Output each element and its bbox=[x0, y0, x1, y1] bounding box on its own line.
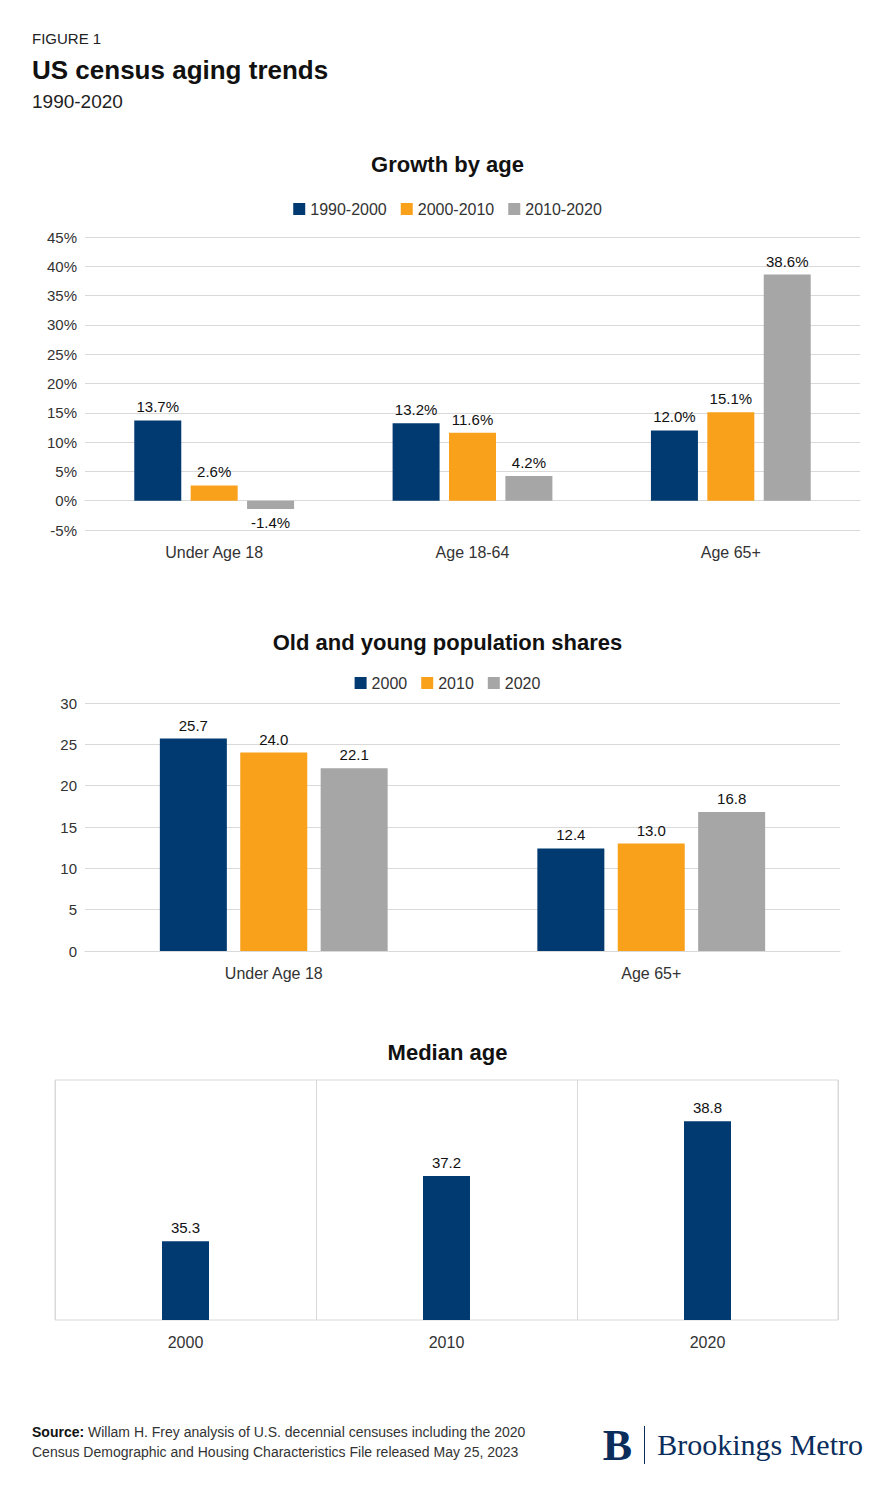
svg-text:38.8: 38.8 bbox=[693, 1099, 722, 1116]
svg-text:22.1: 22.1 bbox=[340, 746, 369, 763]
svg-text:Under Age 18: Under Age 18 bbox=[225, 965, 323, 982]
svg-text:Age 65+: Age 65+ bbox=[701, 544, 761, 561]
svg-text:30%: 30% bbox=[47, 316, 77, 333]
svg-text:2000: 2000 bbox=[372, 675, 408, 692]
svg-text:10%: 10% bbox=[47, 434, 77, 451]
svg-text:25: 25 bbox=[60, 736, 77, 753]
svg-text:13.0: 13.0 bbox=[637, 822, 666, 839]
svg-text:15.1%: 15.1% bbox=[710, 390, 753, 407]
svg-text:2010: 2010 bbox=[438, 675, 474, 692]
svg-text:2010: 2010 bbox=[429, 1334, 465, 1351]
svg-text:2000-2010: 2000-2010 bbox=[418, 201, 495, 218]
svg-text:0: 0 bbox=[69, 943, 77, 960]
svg-text:5%: 5% bbox=[55, 463, 77, 480]
html-text:Brookings Metro: Brookings Metro bbox=[657, 1428, 863, 1461]
svg-text:12.0%: 12.0% bbox=[653, 408, 696, 425]
svg-text:37.2: 37.2 bbox=[432, 1154, 461, 1171]
svg-text:20: 20 bbox=[60, 777, 77, 794]
svg-text:24.0: 24.0 bbox=[259, 731, 288, 748]
svg-text:13.2%: 13.2% bbox=[395, 401, 438, 418]
svg-text:0%: 0% bbox=[55, 492, 77, 509]
html-text:B: B bbox=[602, 1420, 633, 1470]
svg-text:Median age: Median age bbox=[388, 1040, 508, 1065]
svg-text:13.7%: 13.7% bbox=[136, 398, 179, 415]
svg-text:30: 30 bbox=[60, 695, 77, 712]
svg-text:35.3: 35.3 bbox=[171, 1219, 200, 1236]
svg-text:15%: 15% bbox=[47, 404, 77, 421]
html-text:Source: Willam H. Frey analysi: Source: Willam H. Frey analysis of U.S. … bbox=[32, 1424, 526, 1460]
svg-text:38.6%: 38.6% bbox=[766, 253, 809, 270]
svg-text:25%: 25% bbox=[47, 346, 77, 363]
svg-text:2.6%: 2.6% bbox=[197, 463, 231, 480]
svg-text:15: 15 bbox=[60, 819, 77, 836]
svg-text:Age 65+: Age 65+ bbox=[621, 965, 681, 982]
html-text:US census aging trends: US census aging trends bbox=[32, 55, 329, 85]
svg-text:16.8: 16.8 bbox=[717, 790, 746, 807]
svg-text:11.6%: 11.6% bbox=[452, 411, 493, 428]
svg-text:Growth by age: Growth by age bbox=[371, 152, 524, 177]
svg-text:-1.4%: -1.4% bbox=[251, 514, 290, 531]
svg-text:2010-2020: 2010-2020 bbox=[525, 201, 602, 218]
svg-text:10: 10 bbox=[60, 860, 77, 877]
svg-text:Age 18-64: Age 18-64 bbox=[436, 544, 510, 561]
svg-text:1990-2000: 1990-2000 bbox=[310, 201, 387, 218]
svg-text:20%: 20% bbox=[47, 375, 77, 392]
html-text:FIGURE 1: FIGURE 1 bbox=[32, 30, 102, 47]
svg-text:4.2%: 4.2% bbox=[512, 454, 546, 471]
html-text:1990-2020: 1990-2020 bbox=[32, 91, 123, 112]
svg-text:12.4: 12.4 bbox=[556, 826, 585, 843]
svg-text:2020: 2020 bbox=[505, 675, 541, 692]
svg-text:Under Age 18: Under Age 18 bbox=[165, 544, 263, 561]
svg-text:5: 5 bbox=[69, 901, 77, 918]
svg-text:35%: 35% bbox=[47, 287, 77, 304]
svg-text:45%: 45% bbox=[47, 229, 77, 246]
svg-text:40%: 40% bbox=[47, 258, 77, 275]
svg-text:2000: 2000 bbox=[168, 1334, 204, 1351]
svg-text:Old and young population share: Old and young population shares bbox=[273, 630, 623, 655]
svg-text:-5%: -5% bbox=[50, 522, 77, 539]
svg-text:2020: 2020 bbox=[690, 1334, 726, 1351]
svg-text:25.7: 25.7 bbox=[179, 717, 208, 734]
